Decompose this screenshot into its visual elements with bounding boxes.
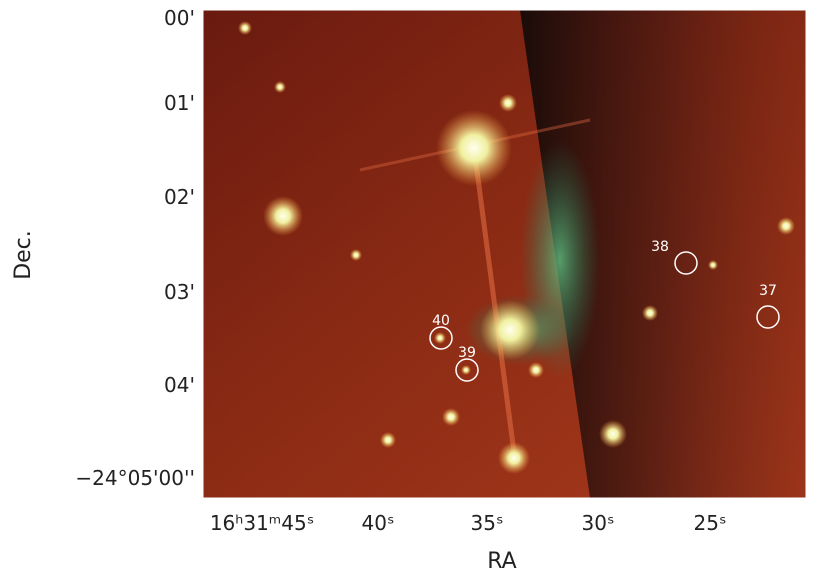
source-markers	[429, 251, 780, 382]
source-label: 40	[432, 313, 450, 329]
source-circle	[455, 358, 479, 382]
y-tick-label: 00'	[164, 6, 195, 30]
source-label: 39	[458, 345, 476, 361]
y-tick-label: 02'	[164, 185, 195, 209]
source-circle	[756, 305, 780, 329]
frame	[202, 9, 807, 499]
y-axis-label: Dec.	[11, 230, 36, 280]
source-label: 38	[651, 239, 669, 255]
source-circle	[429, 326, 453, 350]
sky-image	[203, 10, 806, 498]
x-tick-label: 25ˢ	[694, 511, 727, 535]
y-tick-label: −24°05'00''	[75, 466, 195, 490]
y-tick-label: 04'	[164, 373, 195, 397]
y-tick-label: 01'	[164, 91, 195, 115]
x-axis-label: RA	[487, 549, 516, 574]
x-tick-label: 40ˢ	[362, 511, 395, 535]
source-circle	[674, 251, 698, 275]
x-tick-label: 16ʰ31ᵐ45ˢ	[210, 511, 314, 535]
source-label: 37	[759, 283, 777, 299]
y-tick-label: 03'	[164, 280, 195, 304]
x-tick-label: 35ˢ	[471, 511, 504, 535]
x-tick-label: 30ˢ	[582, 511, 615, 535]
